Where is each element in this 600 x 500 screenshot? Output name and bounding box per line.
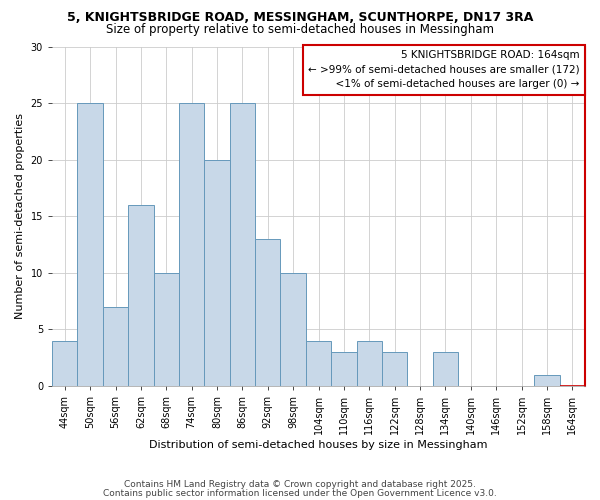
Text: Contains public sector information licensed under the Open Government Licence v3: Contains public sector information licen… [103, 488, 497, 498]
Bar [77, 103, 103, 386]
Bar [534, 374, 560, 386]
Bar [356, 341, 382, 386]
Bar [433, 352, 458, 386]
Text: Size of property relative to semi-detached houses in Messingham: Size of property relative to semi-detach… [106, 22, 494, 36]
Text: 5 KNIGHTSBRIDGE ROAD: 164sqm
← >99% of semi-detached houses are smaller (172)
  : 5 KNIGHTSBRIDGE ROAD: 164sqm ← >99% of s… [308, 50, 580, 90]
Text: 5, KNIGHTSBRIDGE ROAD, MESSINGHAM, SCUNTHORPE, DN17 3RA: 5, KNIGHTSBRIDGE ROAD, MESSINGHAM, SCUNT… [67, 11, 533, 24]
Bar [382, 352, 407, 386]
Bar [306, 341, 331, 386]
Bar [52, 341, 77, 386]
Y-axis label: Number of semi-detached properties: Number of semi-detached properties [15, 114, 25, 320]
Bar [331, 352, 356, 386]
X-axis label: Distribution of semi-detached houses by size in Messingham: Distribution of semi-detached houses by … [149, 440, 488, 450]
Bar [230, 103, 255, 386]
Bar [128, 205, 154, 386]
Text: Contains HM Land Registry data © Crown copyright and database right 2025.: Contains HM Land Registry data © Crown c… [124, 480, 476, 489]
Bar [103, 307, 128, 386]
Bar [205, 160, 230, 386]
Bar [154, 273, 179, 386]
Bar [179, 103, 205, 386]
Bar [255, 239, 280, 386]
Bar [280, 273, 306, 386]
